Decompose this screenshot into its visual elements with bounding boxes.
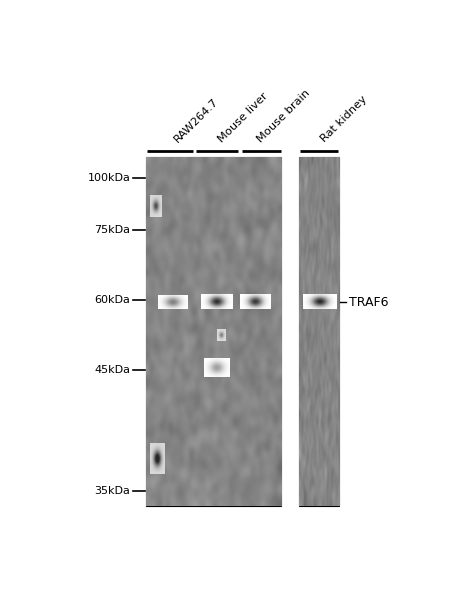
Text: RAW264.7: RAW264.7 xyxy=(173,96,221,144)
Text: 100kDa: 100kDa xyxy=(87,173,130,183)
Text: 60kDa: 60kDa xyxy=(95,295,130,305)
Text: Mouse brain: Mouse brain xyxy=(255,88,312,144)
Text: TRAF6: TRAF6 xyxy=(349,296,388,309)
Text: 35kDa: 35kDa xyxy=(95,486,130,496)
Text: Mouse liver: Mouse liver xyxy=(217,91,270,144)
Text: Rat kidney: Rat kidney xyxy=(319,94,369,144)
Bar xyxy=(146,157,281,506)
Text: 45kDa: 45kDa xyxy=(94,365,130,375)
Bar xyxy=(299,157,339,506)
Text: 75kDa: 75kDa xyxy=(94,225,130,235)
